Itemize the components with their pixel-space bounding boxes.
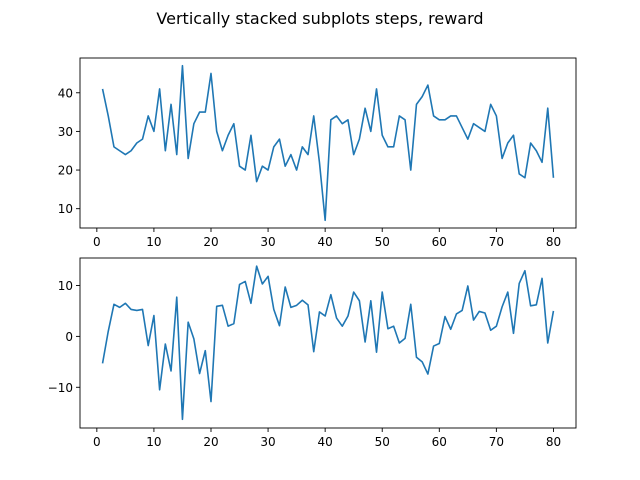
subplot-bottom: 0 10 20 30 40 50 60 70 80 −10 0 10: [48, 257, 577, 449]
x-tick-label-top: 20: [203, 235, 218, 249]
y-tick-label-top: 40: [58, 86, 73, 100]
y-tick-label-top: 20: [58, 164, 73, 178]
x-tick-label-bottom: 80: [546, 435, 561, 449]
figure-title: Vertically stacked subplots steps, rewar…: [156, 9, 483, 28]
x-tick-label-bottom: 0: [93, 435, 101, 449]
series-line-top-0: [101, 64, 555, 222]
axes-frame-top: [79, 57, 577, 229]
x-tick-label-bottom: 10: [146, 435, 161, 449]
x-tick-label-bottom: 70: [489, 435, 504, 449]
x-tick-label-top: 30: [260, 235, 275, 249]
y-tick-label-bottom: 0: [65, 330, 73, 344]
y-tick-label-bottom: −10: [48, 381, 73, 395]
x-tick-label-top: 40: [318, 235, 333, 249]
x-tick-label-top: 80: [546, 235, 561, 249]
x-tick-label-bottom: 40: [318, 435, 333, 449]
y-tick-label-top: 10: [58, 202, 73, 216]
x-tick-label-bottom: 60: [432, 435, 447, 449]
x-tick-label-top: 60: [432, 235, 447, 249]
y-tick-label-bottom: 10: [58, 279, 73, 293]
x-tick-label-bottom: 30: [260, 435, 275, 449]
x-tick-label-top: 0: [93, 235, 101, 249]
series-line-bottom-0: [101, 265, 555, 421]
x-tick-label-top: 70: [489, 235, 504, 249]
x-tick-label-top: 10: [146, 235, 161, 249]
axes-frame-bottom: [79, 257, 577, 429]
subplot-top: 0 10 20 30 40 50 60 70 80 10 20 30 40: [58, 57, 577, 249]
x-tick-label-bottom: 20: [203, 435, 218, 449]
x-tick-label-top: 50: [375, 235, 390, 249]
y-tick-label-top: 30: [58, 125, 73, 139]
x-tick-label-bottom: 50: [375, 435, 390, 449]
